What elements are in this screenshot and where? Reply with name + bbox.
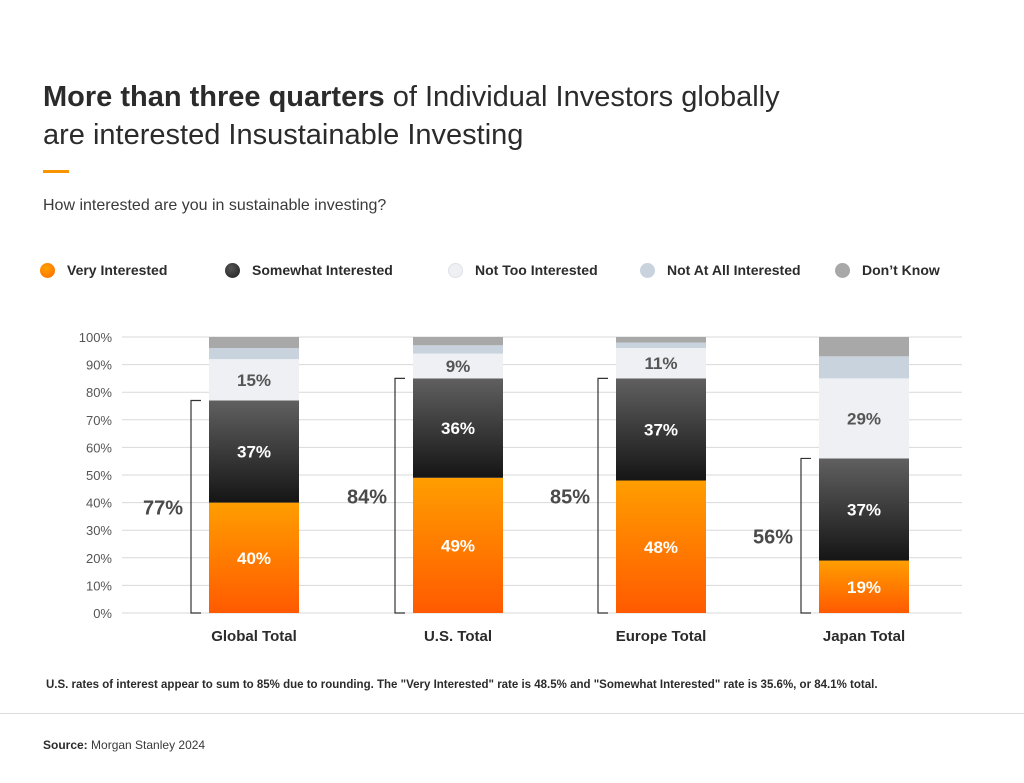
legend-label: Very Interested xyxy=(67,262,168,278)
interest-bracket xyxy=(597,377,608,614)
legend-label: Not At All Interested xyxy=(667,262,801,278)
bar-segment xyxy=(819,356,909,379)
segment-data-label: 29% xyxy=(847,409,881,428)
y-tick-label: 40% xyxy=(86,496,112,511)
y-tick-label: 60% xyxy=(86,440,112,455)
legend-swatch-icon xyxy=(640,262,655,278)
bar-segment xyxy=(209,502,299,613)
total-interest-label: 84% xyxy=(347,487,387,509)
segment-data-label: 9% xyxy=(446,357,471,376)
y-tick-label: 90% xyxy=(86,358,112,373)
bar-segment xyxy=(413,337,503,346)
bar-segment xyxy=(616,348,706,379)
bar-segment xyxy=(819,378,909,459)
source-label: Source: xyxy=(43,738,88,752)
y-tick-label: 80% xyxy=(86,385,112,400)
bar-segment xyxy=(819,337,909,357)
chart-title-bold: More than three quarters xyxy=(43,81,385,113)
x-category-label: Europe Total xyxy=(616,628,707,645)
legend-item-dont-know: Don’t Know xyxy=(835,262,940,278)
y-tick-label: 0% xyxy=(93,606,112,621)
y-tick-label: 10% xyxy=(86,578,112,593)
legend-label: Somewhat Interested xyxy=(252,262,393,278)
total-interest-label: 85% xyxy=(550,487,590,509)
x-category-label: Global Total xyxy=(211,628,297,645)
legend-swatch-icon xyxy=(448,262,463,278)
stacked-bar-chart: 0% 10% 20% 30% 40% 50% 60% 70% 80% 90% 100% 40% 37%… xyxy=(79,330,962,645)
bar-segment xyxy=(413,477,503,613)
segment-data-label: 11% xyxy=(644,354,677,373)
segment-data-label: 48% xyxy=(644,538,678,557)
y-tick-label: 100% xyxy=(79,330,113,345)
chart-title-line2: are interested Insustainable Investing xyxy=(43,119,524,151)
total-interest-label: 77% xyxy=(143,498,183,520)
x-category-label: Japan Total xyxy=(823,628,905,645)
y-tick-label: 50% xyxy=(86,468,112,483)
segment-data-label: 36% xyxy=(441,419,475,438)
chart-title: More than three quarters of Individual I… xyxy=(43,78,943,154)
interest-bracket xyxy=(190,399,201,614)
interest-bracket xyxy=(800,457,811,614)
bar-segment xyxy=(616,378,706,481)
bar-segment xyxy=(616,337,706,343)
bar-segment xyxy=(819,458,909,561)
legend-item-not-too-interested: Not Too Interested xyxy=(448,262,598,278)
footnote: U.S. rates of interest appear to sum to … xyxy=(46,679,878,691)
segment-data-label: 49% xyxy=(441,536,475,555)
title-accent-bar xyxy=(43,170,69,173)
bar-segment xyxy=(209,348,299,360)
source-text: Morgan Stanley 2024 xyxy=(87,738,206,752)
y-tick-label: 20% xyxy=(86,551,112,566)
legend-label: Don’t Know xyxy=(862,262,940,278)
legend-swatch-icon xyxy=(835,262,850,278)
segment-data-label: 37% xyxy=(847,501,881,520)
legend-item-not-at-all-interested: Not At All Interested xyxy=(640,262,801,278)
segment-data-label: 37% xyxy=(644,420,678,439)
interest-bracket xyxy=(394,377,405,614)
segment-data-label: 37% xyxy=(237,443,271,462)
segment-data-label: 40% xyxy=(237,549,271,568)
total-interest-label: 56% xyxy=(753,527,793,549)
segment-data-label: 19% xyxy=(847,578,881,597)
bar-segment xyxy=(616,342,706,349)
segment-data-label: 15% xyxy=(237,371,271,390)
legend-label: Not Too Interested xyxy=(475,262,598,278)
chart-subtitle: How interested are you in sustainable in… xyxy=(43,197,387,214)
legend-swatch-icon xyxy=(225,262,240,278)
bar-segment xyxy=(413,378,503,478)
legend-item-somewhat-interested: Somewhat Interested xyxy=(225,262,393,278)
bar-segment xyxy=(209,400,299,503)
bar-segment xyxy=(413,345,503,354)
chart-title-rest: of Individual Investors globally xyxy=(384,81,780,113)
source-note: Source: Morgan Stanley 2024 xyxy=(43,738,205,752)
bar-segment xyxy=(413,353,503,379)
legend-item-very-interested: Very Interested xyxy=(40,262,167,278)
bar-segment xyxy=(209,337,299,349)
bar-segment xyxy=(209,359,299,401)
x-category-label: U.S. Total xyxy=(424,628,492,645)
legend-swatch-icon xyxy=(40,262,55,278)
y-tick-label: 30% xyxy=(86,523,112,538)
bar-segment xyxy=(616,480,706,613)
bar-segment xyxy=(819,560,909,613)
y-tick-label: 70% xyxy=(86,413,112,428)
footer-divider xyxy=(0,713,1024,714)
